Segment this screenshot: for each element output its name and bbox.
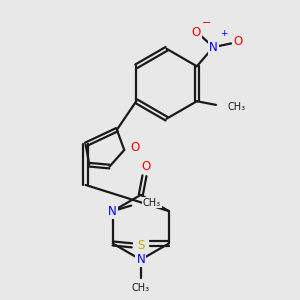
Text: CH₃: CH₃ (143, 198, 161, 208)
Text: N: N (108, 205, 117, 218)
Text: O: O (130, 141, 139, 154)
Text: O: O (233, 35, 242, 48)
Text: +: + (220, 28, 227, 38)
Text: CH₃: CH₃ (132, 284, 150, 293)
Text: O: O (136, 237, 145, 250)
Text: −: − (201, 18, 211, 28)
Text: S: S (137, 239, 145, 252)
Text: N: N (209, 40, 218, 54)
Text: N: N (136, 253, 145, 266)
Text: O: O (191, 26, 201, 39)
Text: O: O (141, 160, 151, 173)
Text: CH₃: CH₃ (227, 102, 245, 112)
